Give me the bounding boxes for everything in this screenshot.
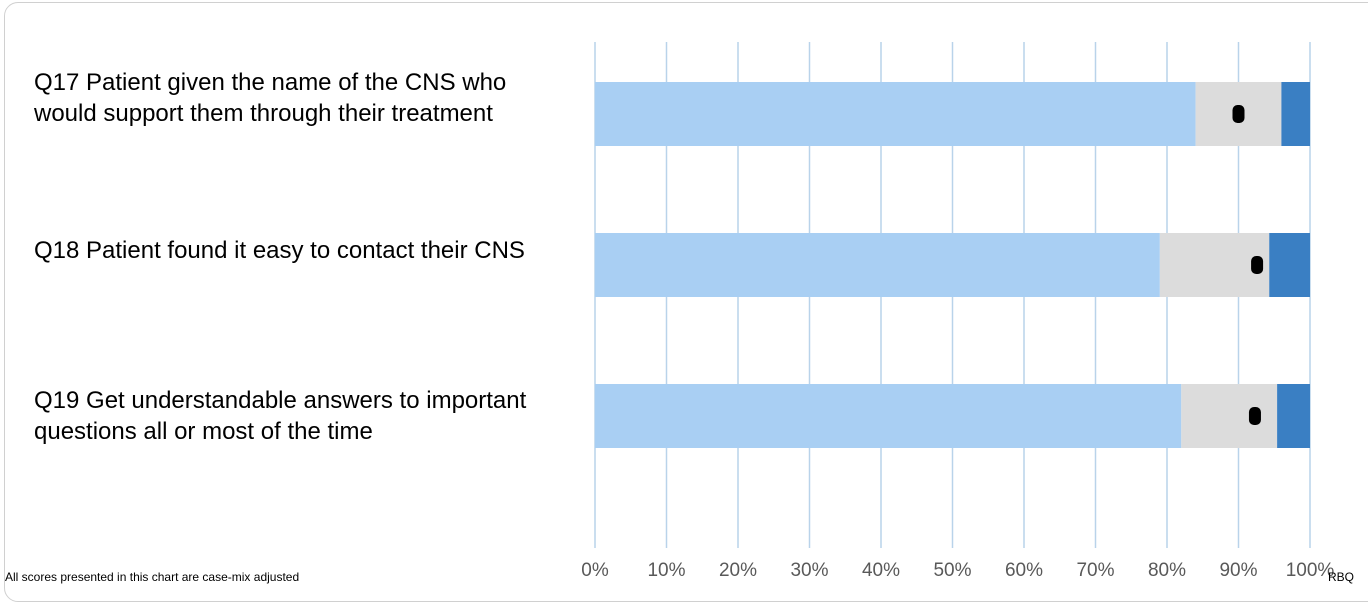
x-tick-label: 20% bbox=[719, 560, 757, 581]
question-label-q19: Q19 Get understandable answers to import… bbox=[34, 387, 527, 445]
bar-segment bbox=[595, 384, 1182, 448]
bar-segment bbox=[595, 233, 1160, 297]
trust-code: RBQ bbox=[1327, 570, 1354, 584]
bar-segment bbox=[1181, 384, 1278, 448]
footnote: All scores presented in this chart are c… bbox=[5, 570, 300, 584]
x-tick-label: 90% bbox=[1219, 560, 1257, 581]
bar-segment bbox=[1281, 82, 1310, 146]
x-tick-label: 80% bbox=[1148, 560, 1186, 581]
x-tick-label: 30% bbox=[790, 560, 828, 581]
marker bbox=[1248, 407, 1261, 425]
bar-segment bbox=[1269, 233, 1310, 297]
x-tick-label: 70% bbox=[1076, 560, 1114, 581]
x-tick-label: 0% bbox=[581, 560, 609, 581]
bar-segment bbox=[595, 82, 1196, 146]
question-label-q17: Q17 Patient given the name of the CNS wh… bbox=[34, 69, 507, 127]
x-tick-label: 40% bbox=[862, 560, 900, 581]
bar-segment bbox=[1277, 384, 1310, 448]
bar-segment bbox=[1159, 233, 1270, 297]
x-tick-label: 100% bbox=[1286, 560, 1335, 581]
marker bbox=[1251, 256, 1264, 274]
question-label-q18: Q18 Patient found it easy to contact the… bbox=[34, 237, 525, 264]
x-tick-label: 10% bbox=[647, 560, 685, 581]
x-tick-label: 60% bbox=[1005, 560, 1043, 581]
x-tick-label: 50% bbox=[933, 560, 971, 581]
stacked-bar-chart: 0% 10% 20% 30% 40% 50% 60% 70% 80% 90% 100% bbox=[581, 42, 1335, 581]
marker bbox=[1232, 105, 1245, 123]
